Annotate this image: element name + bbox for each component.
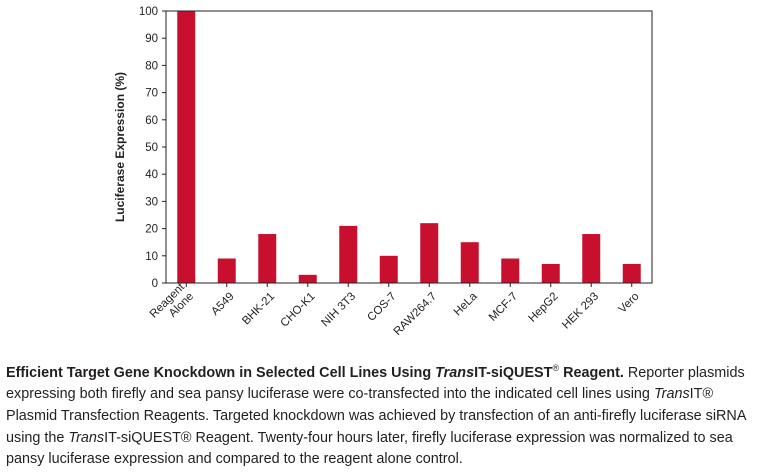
x-axis: ReagentAlone A549 BHK-21 CHO-K1 NIH 3T3 COS-7… [148, 281, 642, 338]
bar [582, 234, 601, 283]
x-tick-label: COS-7 [365, 290, 398, 323]
y-tick-label: 80 [145, 60, 158, 72]
caption-lead: Efficient Target Gene Knockdown in Selec… [6, 363, 624, 381]
y-tick-label: 50 [145, 142, 158, 154]
y-axis-title: Luciferase Expression (%) [113, 72, 127, 222]
bar [217, 258, 236, 283]
caption-body-trans: Trans [68, 429, 105, 446]
plot-frame [165, 10, 653, 284]
bar [379, 255, 398, 283]
bar [501, 258, 520, 283]
y-tick-label: 10 [145, 251, 158, 263]
x-tick-label: HepG2 [526, 290, 560, 324]
x-tick-label: MCF-7 [487, 290, 520, 323]
y-tick-label: 0 [152, 278, 158, 290]
bar [339, 225, 358, 283]
y-tick-label: 60 [145, 115, 158, 127]
bar [541, 263, 560, 283]
bar [460, 242, 479, 283]
bar-chart: Luciferase Expression (%) 0 10 20 30 40 50 60 7… [113, 6, 653, 338]
y-axis: 0 10 20 30 40 50 60 70 80 90 100 [139, 6, 166, 290]
x-tick-label: Vero [616, 290, 641, 315]
caption-lead-trans: Trans [435, 364, 475, 381]
bar [420, 223, 439, 283]
caption-body-part: IT-siQUEST® Reagent. Twenty-four hours l… [6, 429, 733, 468]
x-tick-label: BHK-21 [240, 290, 277, 327]
x-tick-label: RAW264.7 [392, 290, 440, 338]
y-tick-label: 70 [145, 88, 158, 100]
caption-lead-part: Efficient Target Gene Knockdown in Selec… [6, 364, 436, 381]
y-tick-label: 30 [145, 196, 158, 208]
caption-lead-part: Reagent. [559, 364, 624, 381]
x-tick-label: HEK 293 [560, 290, 601, 331]
x-tick-label: A549 [209, 290, 236, 317]
bar [258, 234, 277, 283]
bar [622, 263, 641, 283]
y-tick-label: 20 [145, 224, 158, 236]
bar [298, 274, 317, 283]
caption-body-trans: Trans [653, 386, 690, 403]
x-tick-label: HeLa [452, 290, 480, 318]
y-tick-label: 90 [145, 33, 158, 45]
x-tick-label: CHO-K1 [278, 290, 317, 329]
bars-group [177, 11, 641, 283]
caption-lead-part: IT-siQUEST [474, 364, 553, 381]
caption-body-part: Reporter plasmids expressing both firefl… [6, 364, 745, 403]
caption-body-part: IT® Plasmid Transfection Reagents. Targe… [6, 386, 746, 446]
x-tick-label: NIH 3T3 [319, 290, 358, 329]
y-tick-label: 40 [145, 169, 158, 181]
y-tick-label: 100 [139, 6, 158, 18]
figure-caption: Efficient Target Gene Knockdown in Selec… [6, 358, 754, 471]
caption-lead-registered: ® [552, 363, 560, 373]
bar [177, 11, 196, 283]
